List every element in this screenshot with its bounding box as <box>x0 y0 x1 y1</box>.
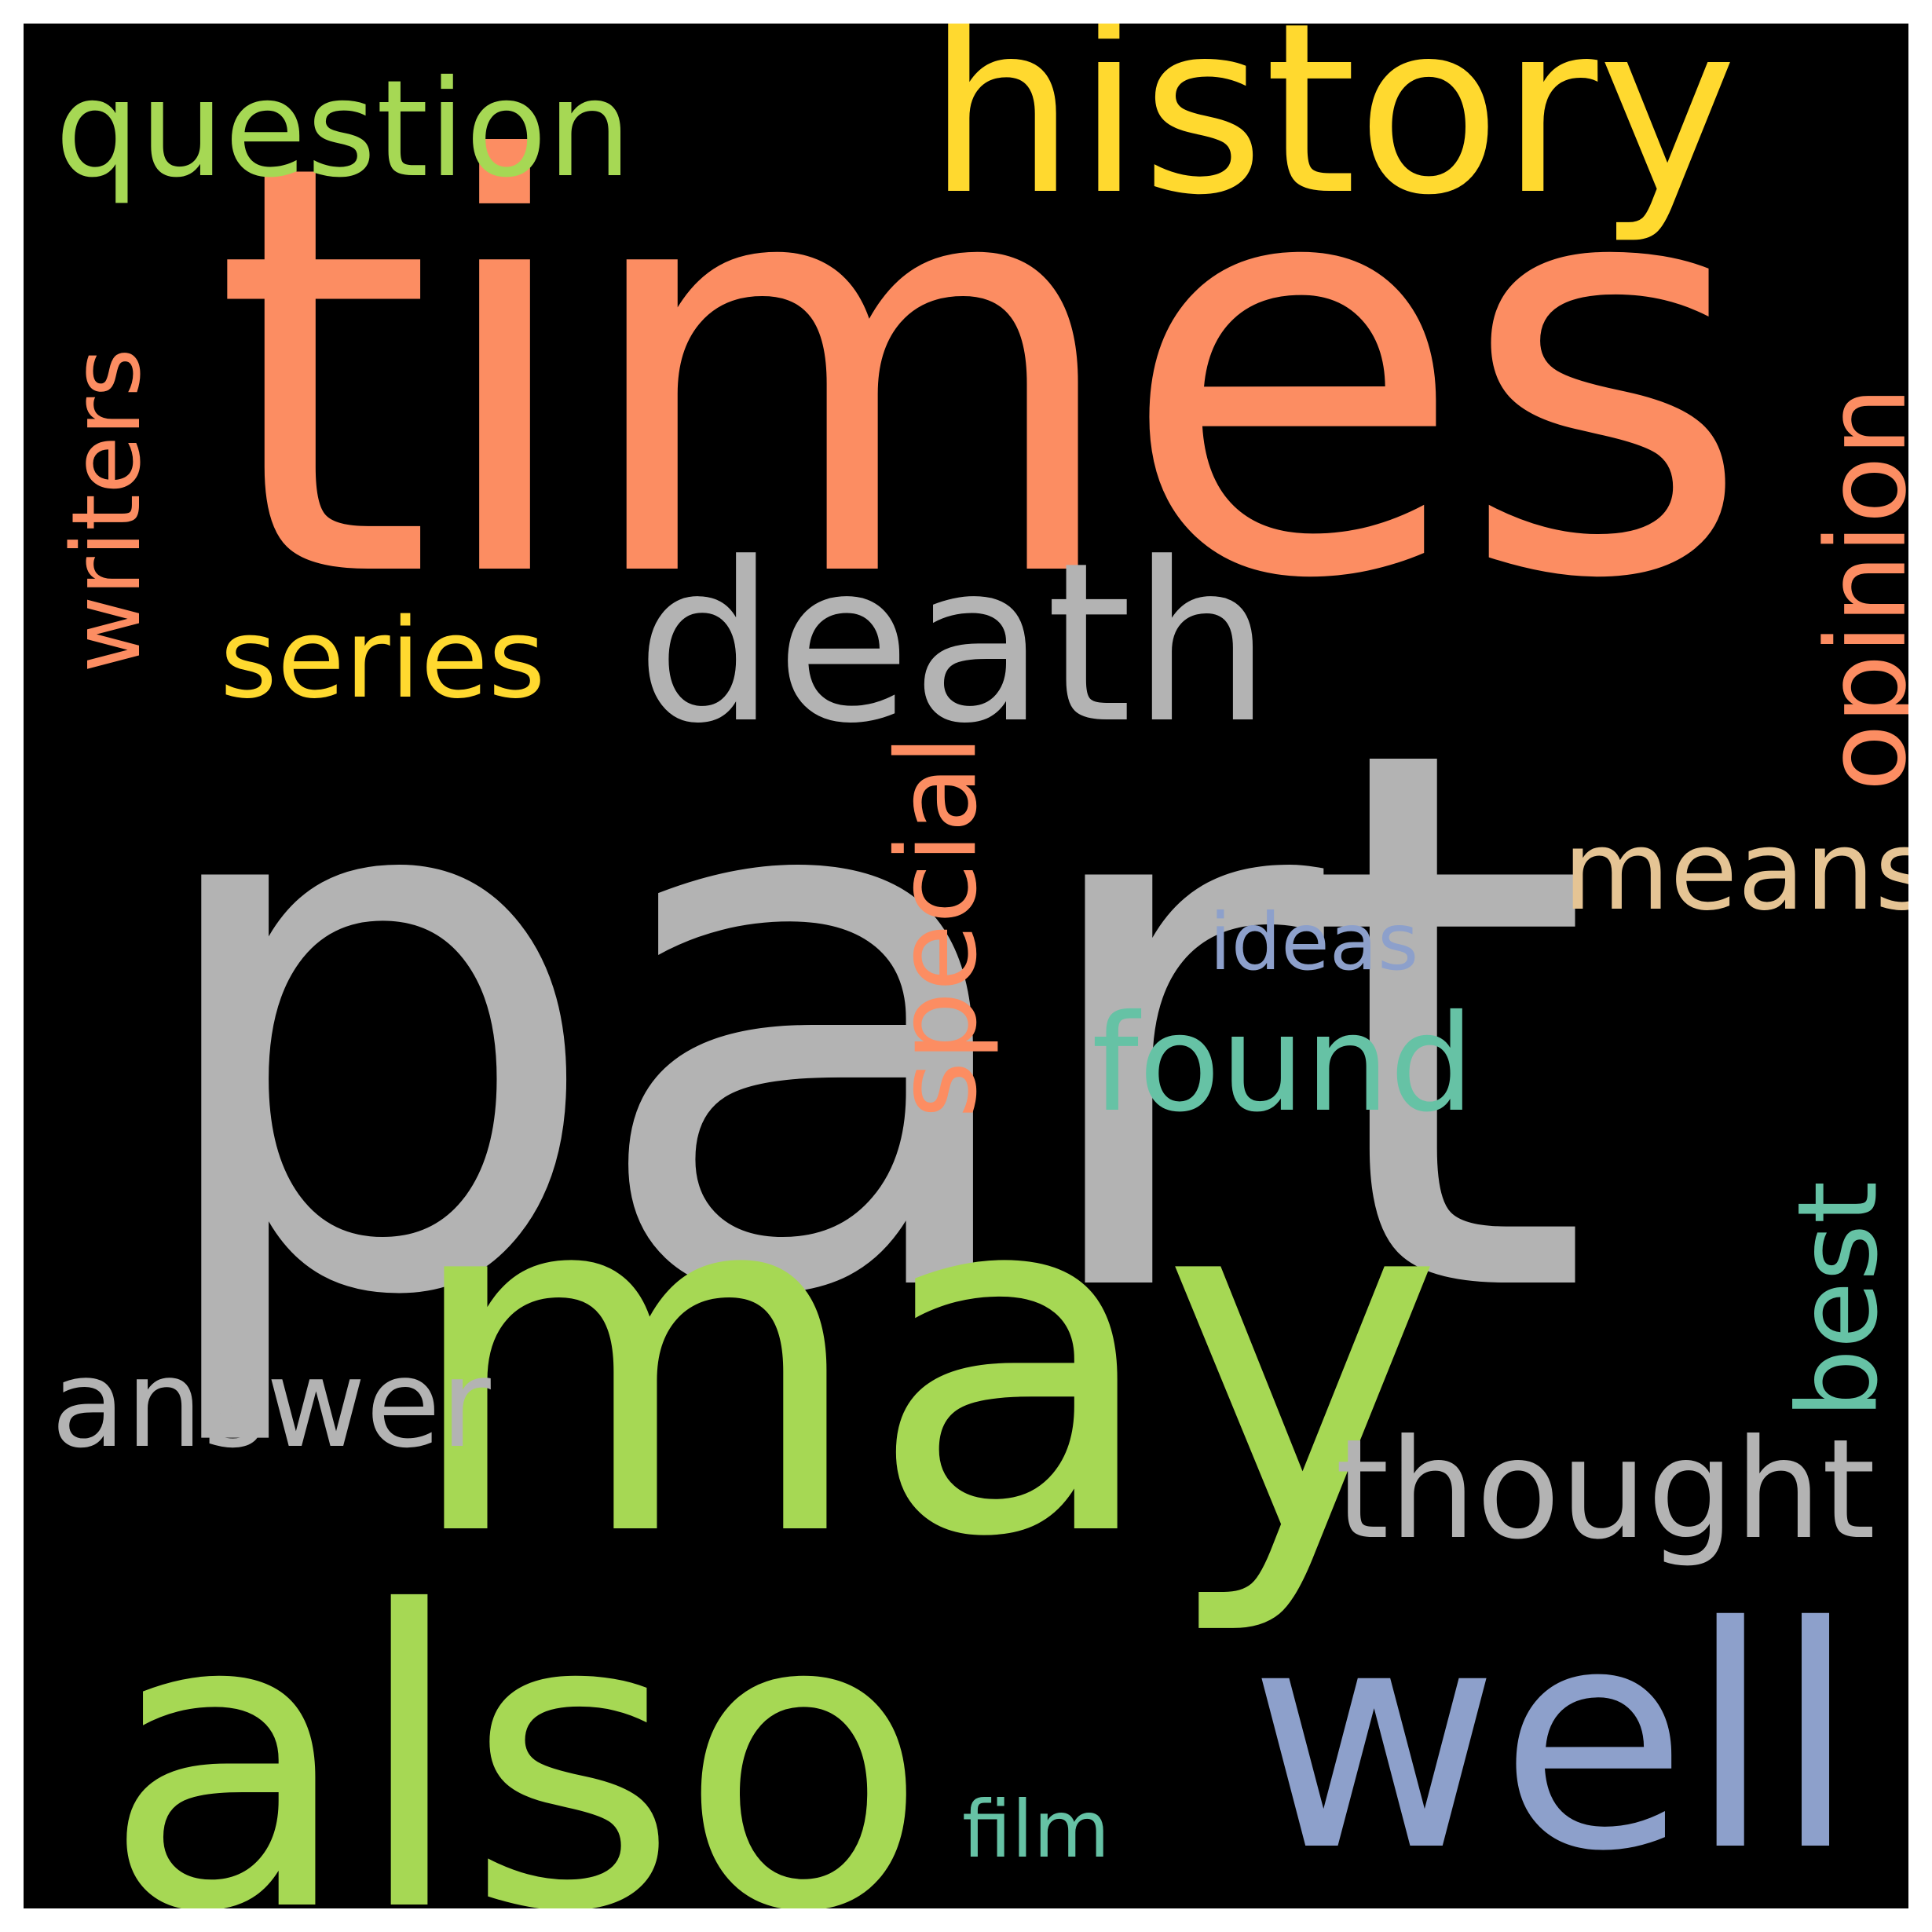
word-means: means <box>1563 807 1908 935</box>
word-history: history <box>927 24 1737 247</box>
word-series: series <box>220 595 546 723</box>
word-times: times <box>212 44 1753 702</box>
word-opinion: opinion <box>1802 386 1908 792</box>
word-death: death <box>636 516 1272 772</box>
word-also: also <box>102 1525 929 1908</box>
word-writers: writers <box>52 348 162 673</box>
word-cloud-canvas: part times history question death series… <box>24 24 1908 1908</box>
word-part: part <box>134 591 1593 1459</box>
word-thought: thought <box>1335 1411 1876 1570</box>
word-film: film <box>962 1784 1111 1875</box>
word-ideas: ideas <box>1209 896 1419 988</box>
word-special: special <box>873 734 1002 1119</box>
word-best: best <box>1774 1180 1903 1419</box>
word-question: question <box>55 52 632 207</box>
word-found: found <box>1092 986 1475 1142</box>
word-answer: answer <box>51 1333 491 1475</box>
word-may: may <box>401 1084 1445 1641</box>
word-well: well <box>1249 1561 1858 1908</box>
